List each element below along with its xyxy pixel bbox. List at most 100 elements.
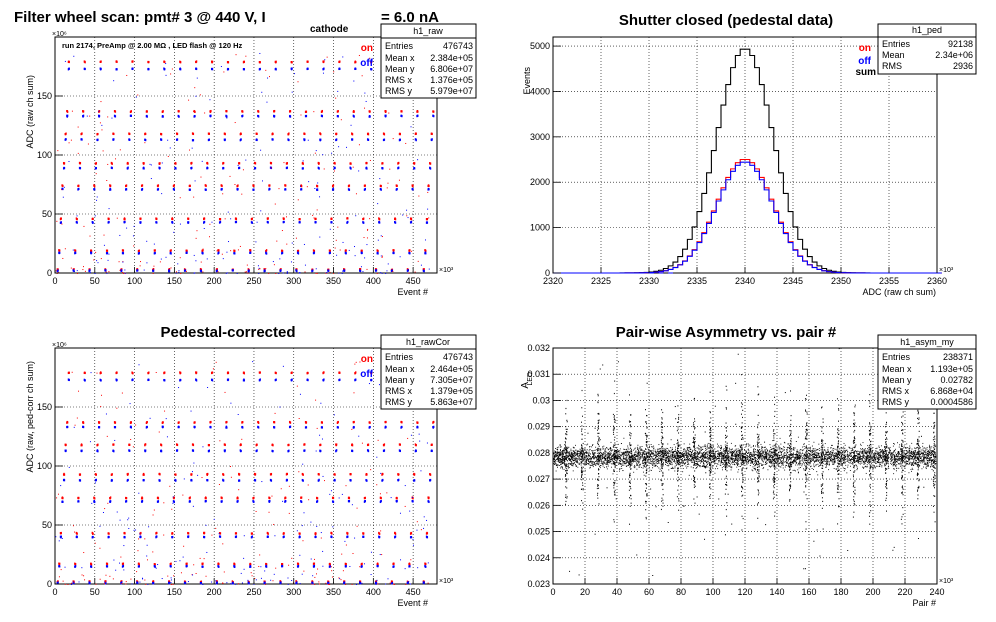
data-point-off — [327, 269, 330, 272]
data-point-off — [273, 115, 276, 118]
data-point-off — [175, 167, 177, 170]
data-point — [647, 457, 648, 459]
data-point — [701, 455, 703, 457]
data-point — [780, 458, 782, 460]
data-point — [700, 456, 702, 458]
data-point-on — [313, 562, 316, 565]
data-point — [895, 466, 897, 468]
data-point-noise — [187, 581, 189, 583]
data-point-on — [269, 496, 271, 500]
data-point — [719, 453, 721, 454]
data-point-off — [132, 67, 134, 70]
data-point-noise — [348, 249, 350, 251]
data-point — [609, 448, 611, 450]
data-point-noise — [98, 110, 100, 112]
data-point — [589, 467, 591, 469]
data-point-noise — [224, 391, 226, 393]
data-point — [608, 459, 610, 461]
data-point-on — [283, 532, 285, 535]
data-point — [692, 449, 694, 451]
data-point-noise — [94, 542, 96, 544]
data-point — [883, 457, 885, 459]
data-point-noise — [286, 272, 288, 274]
data-point — [681, 462, 683, 464]
data-point — [916, 465, 918, 467]
data-point — [894, 458, 896, 460]
data-point — [583, 466, 585, 468]
data-point-noise — [228, 241, 230, 243]
data-point — [563, 460, 565, 462]
data-point — [670, 454, 672, 456]
data-point-noise — [399, 256, 401, 258]
data-point-noise — [322, 475, 324, 477]
data-point-noise — [84, 579, 86, 581]
data-point-noise — [193, 110, 195, 112]
data-point — [655, 451, 657, 453]
data-point-off — [253, 188, 255, 191]
data-point-noise — [419, 440, 421, 442]
data-point — [759, 462, 761, 464]
data-point — [743, 457, 744, 458]
grid-lines — [552, 37, 938, 274]
data-point-noise — [381, 554, 383, 556]
data-point-off — [291, 67, 293, 70]
data-point — [620, 463, 621, 465]
data-point-on — [152, 580, 155, 583]
data-point — [645, 455, 647, 457]
data-point-noise — [278, 272, 280, 274]
data-point-off — [417, 426, 419, 429]
data-point-off — [428, 500, 430, 504]
data-point-on — [364, 184, 366, 187]
data-point-noise — [337, 226, 339, 228]
data-point — [599, 452, 601, 454]
data-point — [877, 451, 879, 453]
data-point-noise — [70, 267, 72, 269]
data-point-off — [369, 425, 371, 429]
data-point-off — [412, 500, 414, 503]
data-point-noise — [56, 220, 58, 222]
data-point-noise — [320, 402, 322, 404]
data-point-noise — [288, 512, 290, 514]
data-point-noise — [202, 446, 204, 448]
data-point-off — [242, 426, 244, 429]
data-point — [784, 469, 786, 471]
data-point-on — [329, 563, 331, 566]
data-point-off — [399, 449, 401, 453]
data-point-off — [280, 581, 282, 584]
data-point-noise — [83, 552, 85, 554]
data-point-noise — [281, 230, 283, 232]
data-point — [826, 451, 828, 453]
data-point-off — [367, 449, 370, 453]
data-point — [740, 458, 742, 460]
data-point — [688, 450, 690, 452]
data-point-noise — [381, 272, 383, 274]
data-point-on — [187, 217, 190, 220]
data-point-noise — [116, 511, 118, 513]
data-point — [611, 466, 612, 468]
data-point-on — [208, 132, 210, 135]
data-point-off — [407, 581, 409, 584]
data-point — [913, 452, 915, 454]
data-point-on — [331, 217, 333, 220]
data-point-noise — [307, 484, 309, 486]
data-point-on — [393, 562, 395, 565]
data-point-on — [429, 473, 432, 476]
data-point — [572, 453, 574, 455]
data-point-off — [92, 221, 94, 224]
stats-value: 476743 — [443, 41, 473, 51]
data-point-noise — [329, 583, 331, 585]
data-point — [668, 449, 670, 451]
data-point-off — [238, 479, 241, 482]
data-point-off — [100, 67, 102, 70]
data-point — [868, 450, 870, 452]
data-point — [770, 459, 772, 461]
data-point-off — [202, 252, 204, 255]
data-point-noise — [301, 525, 303, 527]
data-point-noise — [312, 575, 314, 577]
data-point-noise — [342, 241, 344, 243]
data-point-off — [138, 251, 140, 255]
data-point-on — [377, 250, 379, 253]
x-axis-label: Event # — [397, 598, 428, 608]
stats-label: RMS x — [385, 386, 413, 396]
data-point — [718, 459, 720, 461]
